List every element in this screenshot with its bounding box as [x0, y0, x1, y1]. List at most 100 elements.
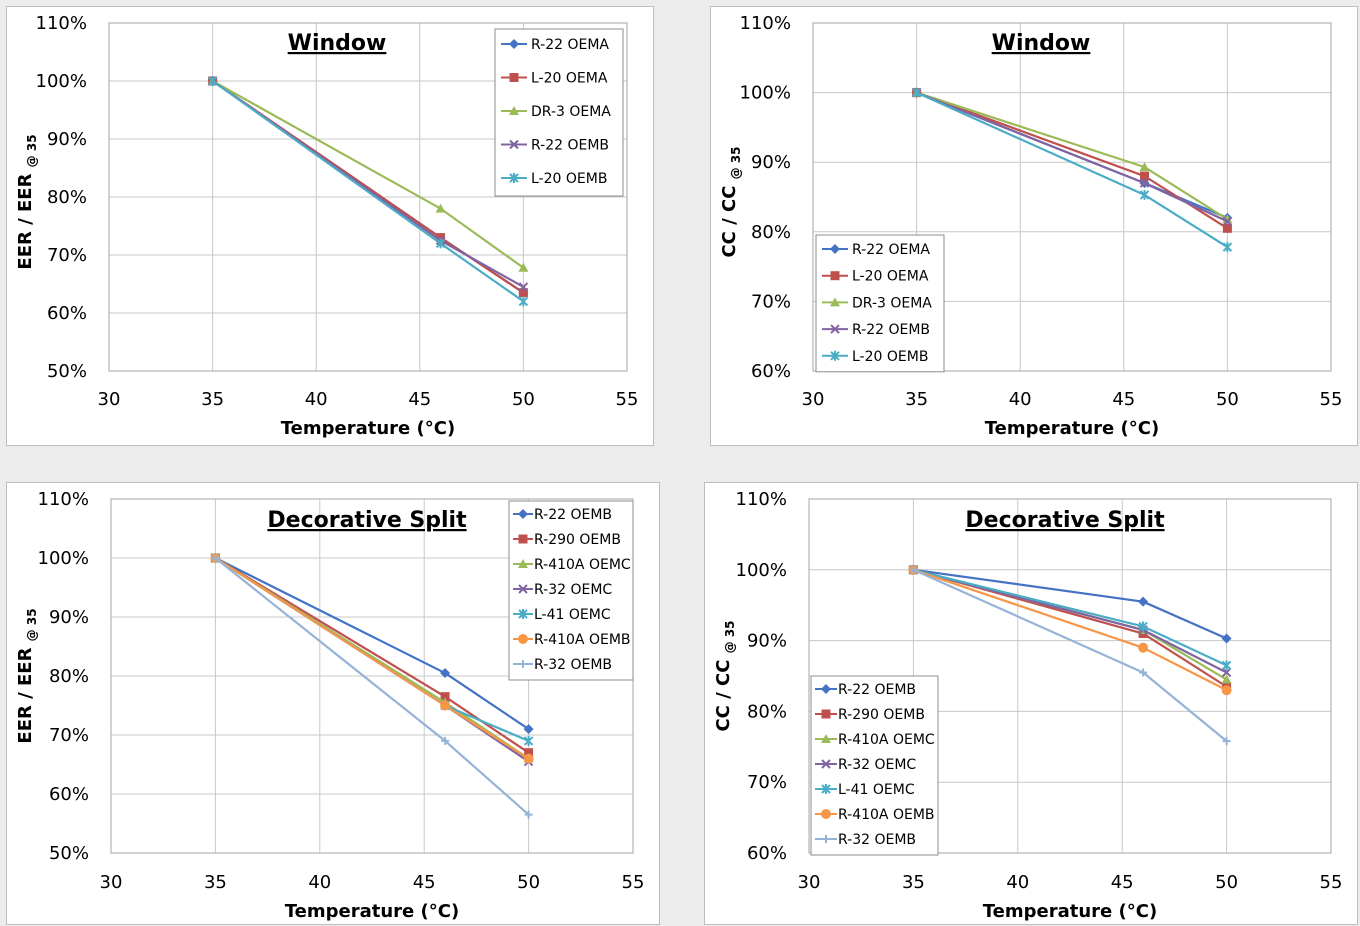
y-tick-label: 80% [747, 701, 787, 722]
x-axis-title: Temperature (°C) [985, 418, 1159, 439]
y-tick-label: 60% [49, 784, 89, 805]
series-l-20-oemb [207, 76, 529, 307]
legend: R-22 OEMB R-290 OEMB R-410A OEMC R-32 OEMC L… [810, 675, 939, 856]
legend-item: R-290 OEMB [815, 707, 925, 723]
plot-area [808, 498, 1332, 854]
legend-label: DR-3 OEMA [531, 104, 611, 120]
legend-item: R-22 OEMB [513, 507, 612, 523]
legend-item: R-32 OEMB [513, 657, 612, 673]
data-point [518, 296, 529, 307]
x-tick-label: 35 [905, 389, 928, 410]
y-tick-label: 80% [751, 222, 791, 243]
y-tick-label: 80% [49, 666, 89, 687]
legend-marker [821, 784, 831, 794]
chart-panel-window-cc: 60% 70% 80% 90% 100% 110% 30 35 40 45 50 55 Temperat… [710, 6, 1358, 446]
data-point [523, 753, 534, 764]
legend: R-22 OEMA L-20 OEMA DR-3 OEMA R-22 OEMB L-20… [494, 28, 624, 197]
y-axis-title-main: CC / CC [713, 653, 734, 731]
series-r-22-oemb [207, 76, 529, 292]
legend-item: R-410A OEMB [815, 807, 935, 823]
series-r-22-oemb [911, 87, 1233, 227]
y-axis-title-main: CC / CC [719, 179, 740, 257]
data-point [1222, 216, 1233, 227]
data-point [1222, 242, 1233, 253]
legend-label: R-410A OEMC [534, 557, 631, 573]
legend-item: R-22 OEMB [501, 138, 609, 154]
x-tick-label: 50 [517, 872, 540, 893]
data-point [1139, 178, 1150, 188]
series-line [212, 80, 525, 269]
chart-split-cc: 60% 70% 80% 90% 100% 110% 30 35 40 45 50 55 Temperat… [713, 489, 1343, 922]
legend-marker [830, 244, 840, 254]
data-point [435, 238, 446, 249]
data-point [207, 76, 218, 86]
legend-label: R-32 OEMB [534, 657, 612, 673]
legend-item: R-22 OEMA [501, 37, 609, 53]
x-tick-label: 30 [798, 872, 821, 893]
legend-item: R-410A OEMC [513, 557, 631, 573]
legend-item: R-32 OEMC [513, 582, 612, 598]
x-tick-label: 50 [1216, 389, 1239, 410]
y-tick-label: 90% [47, 129, 87, 150]
legend-box [508, 500, 634, 681]
chart-window-cc: 60% 70% 80% 90% 100% 110% 30 35 40 45 50 55 Temperat… [719, 13, 1342, 439]
legend-item: L-41 OEMC [513, 607, 611, 623]
chart-title: Decorative Split [267, 508, 467, 533]
y-axis-title-subscript: @ 35 [723, 620, 737, 653]
data-point [1139, 668, 1148, 677]
legend-marker [518, 534, 528, 544]
legend-marker [821, 709, 831, 719]
data-point [1221, 633, 1232, 644]
x-tick-label: 35 [201, 389, 224, 410]
legend-item: R-32 OEMC [815, 757, 916, 773]
legend-item: R-22 OEMB [815, 682, 916, 698]
legend-item: R-32 OEMB [815, 832, 916, 848]
y-tick-label: 90% [747, 631, 787, 652]
x-axis-title: Temperature (°C) [285, 901, 459, 922]
data-point [1140, 171, 1150, 181]
legend-item: L-20 OEMB [501, 171, 607, 187]
y-axis-title-main: EER / EER [15, 167, 36, 269]
data-point [440, 668, 451, 679]
series-line [913, 568, 1228, 640]
x-tick-label: 45 [408, 389, 431, 410]
legend-label: L-41 OEMC [534, 607, 611, 623]
chart-split-eer: 50% 60% 70% 80% 90% 100% 110% 30 35 40 45 50 55 Tempe… [15, 489, 644, 922]
y-axis-title: EER / EER @ 35 [15, 608, 39, 743]
data-point [1139, 162, 1150, 172]
data-point [435, 203, 446, 213]
y-tick-label: 60% [751, 361, 791, 382]
legend-label: R-22 OEMB [852, 322, 930, 338]
legend-label: L-20 OEMB [852, 349, 928, 365]
legend-label: R-410A OEMC [838, 732, 935, 748]
legend-item: L-20 OEMB [822, 349, 928, 365]
y-tick-label: 110% [736, 489, 787, 510]
data-point [523, 735, 534, 746]
chart-title: Window [992, 31, 1091, 56]
legend-label: R-290 OEMB [534, 532, 621, 548]
y-tick-label: 60% [747, 843, 787, 864]
data-point [523, 724, 534, 735]
data-point [1139, 189, 1150, 200]
series-line [211, 80, 525, 303]
x-tick-label: 50 [1215, 872, 1238, 893]
legend-marker [830, 350, 840, 361]
x-tick-label: 55 [1320, 872, 1343, 893]
legend-label: L-20 OEMA [531, 71, 608, 87]
x-tick-label: 40 [308, 872, 331, 893]
data-point [211, 554, 220, 562]
y-tick-label: 70% [747, 772, 787, 793]
legend-marker [519, 660, 527, 668]
data-point [911, 87, 922, 98]
x-tick-label: 45 [1111, 872, 1134, 893]
x-tick-label: 50 [512, 389, 535, 410]
plot-area [812, 22, 1332, 372]
chart-panel-split-cc: 60% 70% 80% 90% 100% 110% 30 35 40 45 50 55 Temperat… [704, 482, 1358, 925]
plot-area [108, 22, 628, 372]
data-point [909, 565, 918, 574]
x-tick-label: 40 [305, 389, 328, 410]
legend-item: L-20 OEMA [501, 71, 608, 87]
legend-item: R-410A OEMB [513, 632, 631, 648]
legend-marker [830, 297, 840, 307]
data-point [1138, 621, 1148, 632]
